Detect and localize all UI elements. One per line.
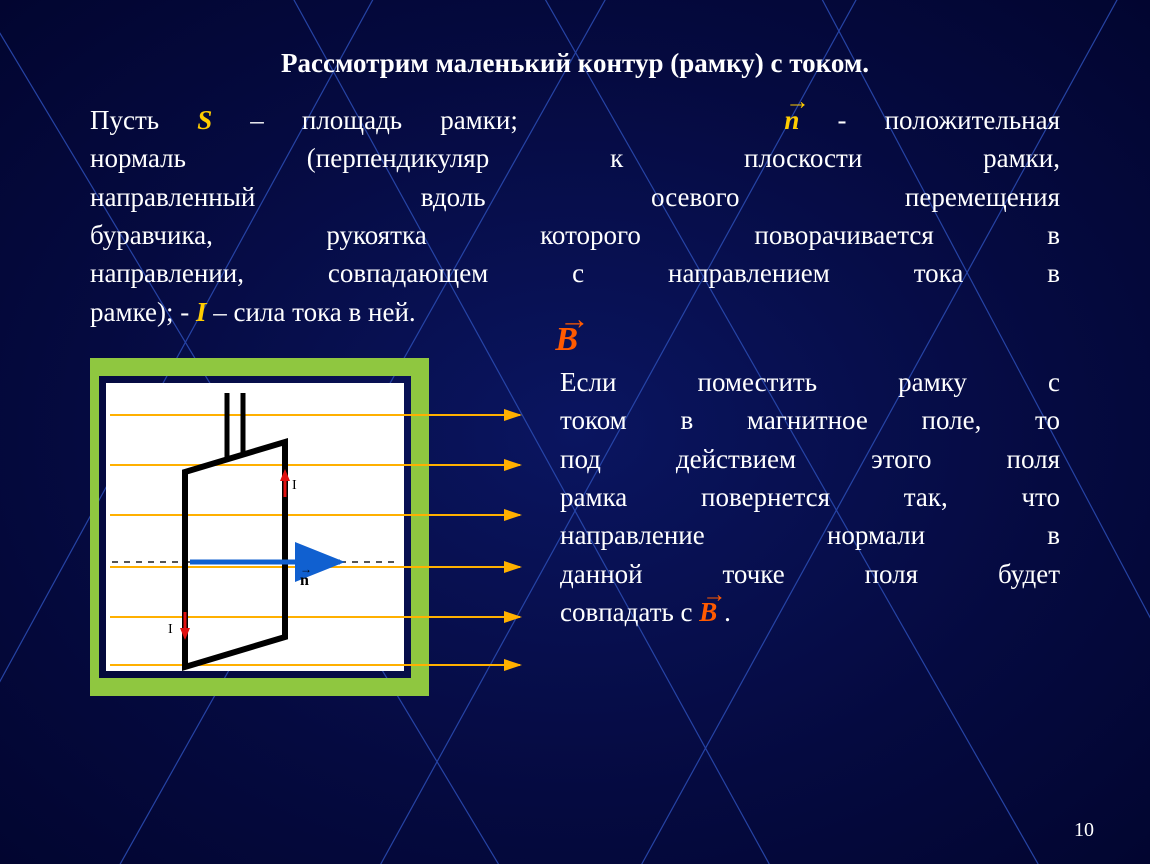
p1-text: – сила тока в ней. [207,297,416,327]
p2-text: рамка повернется так, что [560,478,1060,516]
symbol-I: I [196,297,207,327]
symbol-n-vector: n [784,101,799,139]
p2-text: совпадать с [560,597,699,627]
page-number: 10 [1074,819,1094,842]
p1-text: – площадь рамки; [212,105,518,135]
p1-text: Пусть [90,105,197,135]
p2-text: током в магнитное поле, то [560,401,1060,439]
svg-text:I: I [168,622,173,637]
p2-text: под действием этого поля [560,440,1060,478]
p2-text: направление нормали в [560,516,1060,554]
svg-text:I: I [292,478,297,493]
p1-text: - положительная [799,105,1060,135]
p2-text: Если поместить рамку с [560,363,1060,401]
p1-text: направленный вдоль осевого перемещения [90,178,1060,216]
svg-text:→: → [300,562,312,576]
p1-text: нормаль (перпендикуляр к плоскости рамки… [90,139,1060,177]
p1-text: буравчика, рукоятка которого поворачивае… [90,216,1060,254]
symbol-S: S [197,105,212,135]
figure-container: B [90,357,530,702]
paragraph-1: Пусть S – площадь рамки; n - положительн… [90,101,1060,331]
p1-text: рамке); - [90,297,196,327]
p1-text: направлении, совпадающем с направлением … [90,254,1060,292]
paragraph-2: Если поместить рамку с током в магнитное… [560,357,1060,631]
figure-svg: I I n → [90,357,530,697]
slide-title: Рассмотрим маленький контур (рамку) с то… [90,48,1060,79]
symbol-B-vector-label: B [555,321,578,359]
p2-text: данной точке поля будет [560,555,1060,593]
symbol-B-vector: B [699,593,717,631]
